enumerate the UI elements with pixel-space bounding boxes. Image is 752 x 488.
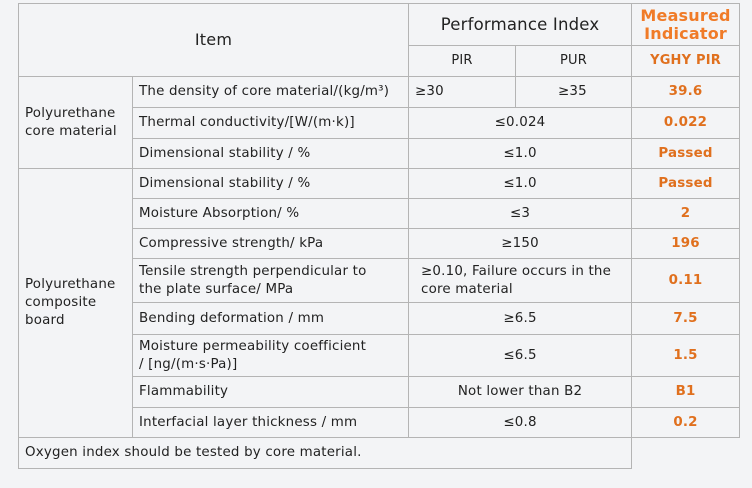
table-row: Moisture permeability coefficient / [ng/… — [19, 334, 741, 377]
group-label-line: core material — [25, 123, 117, 139]
index-line: core material — [421, 281, 513, 297]
measured-value: 0.022 — [631, 107, 741, 139]
property-cell: Flammability — [131, 376, 410, 408]
measured-value: 2 — [631, 198, 741, 229]
footnote-blank — [632, 438, 740, 469]
index-value: ≤1.0 — [408, 168, 633, 199]
measured-value: B1 — [631, 376, 741, 408]
group-label-line: Polyurethane — [25, 105, 116, 121]
measured-value: 0.11 — [631, 258, 741, 303]
index-value: ≤3 — [408, 198, 633, 229]
measured-value: 0.2 — [631, 407, 741, 438]
index-value: ≤6.5 — [408, 334, 633, 377]
table-row: Moisture Absorption/ % ≤3 2 — [19, 198, 741, 229]
index-value: ≥150 — [408, 228, 633, 259]
measured-value: 39.6 — [631, 76, 741, 108]
property-cell: Dimensional stability / % — [131, 168, 410, 199]
property-cell: Thermal conductivity/[W/(m·k)] — [131, 107, 410, 139]
pir-value: ≥30 — [408, 76, 517, 108]
index-value: ≤0.024 — [408, 107, 633, 139]
index-value: ≤1.0 — [408, 138, 633, 169]
property-cell: Interfacial layer thickness / mm — [131, 407, 410, 438]
measured-value: 196 — [631, 228, 741, 259]
performance-table: Item Performance Index Measured Indicato… — [17, 3, 741, 469]
table-row: Polyurethane core material The density o… — [18, 76, 741, 169]
property-cell: Tensile strength perpendicular to the pl… — [131, 258, 410, 303]
property-cell: The density of core material/(kg/m³) — [131, 76, 410, 108]
subheader-row: PIR PUR YGHY PIR — [19, 45, 741, 77]
measured-value: 7.5 — [631, 302, 741, 335]
measured-value: 1.5 — [631, 334, 741, 377]
property-cell: Dimensional stability / % — [131, 138, 410, 169]
group-label-line: composite — [25, 295, 97, 310]
performance-index-header: Performance Index — [408, 3, 633, 46]
property-cell: Bending deformation / mm — [131, 302, 410, 335]
measured-indicator-line2: Indicator — [644, 23, 727, 43]
property-cell: Compressive strength/ kPa — [131, 228, 410, 259]
pir-header: PIR — [408, 45, 517, 77]
property-cell: Moisture permeability coefficient / [ng/… — [131, 334, 410, 377]
group-label-line: board — [25, 313, 65, 328]
property-cell: Moisture Absorption/ % — [131, 198, 410, 229]
measured-indicator-header: Measured Indicator — [631, 3, 741, 46]
group-label-composite-board: Polyurethane composite board — [18, 168, 133, 438]
measured-value: Passed — [631, 168, 741, 199]
property-line: the plate surface/ MPa — [139, 281, 294, 297]
footnote: Oxygen index should be tested by core ma… — [17, 437, 633, 469]
table-row: Bending deformation / mm ≥6.5 7.5 — [19, 302, 741, 335]
header-row: Item Performance Index Measured Indicato… — [17, 3, 741, 77]
pur-header: PUR — [515, 45, 633, 77]
item-header: Item — [17, 3, 410, 77]
measured-indicator-line1: Measured — [640, 5, 731, 25]
table-row: Polyurethane composite board Dimensional… — [18, 168, 741, 438]
index-value: ≤0.8 — [408, 407, 633, 438]
yghy-pir-header: YGHY PIR — [631, 45, 741, 77]
index-line: ≥0.10, Failure occurs in the — [421, 263, 612, 279]
property-line: Moisture permeability coefficient — [139, 338, 367, 354]
group-label-line: Polyurethane — [25, 277, 116, 292]
group-label-core-material: Polyurethane core material — [18, 76, 133, 169]
table-row: Thermal conductivity/[W/(m·k)] ≤0.024 0.… — [19, 107, 741, 139]
table-row: Interfacial layer thickness / mm ≤0.8 0.… — [19, 407, 741, 438]
property-line: / [ng/(m·s·Pa)] — [139, 356, 238, 372]
property-line: Tensile strength perpendicular to — [139, 263, 367, 279]
table-row: Tensile strength perpendicular to the pl… — [19, 258, 741, 303]
pur-value: ≥35 — [515, 76, 633, 108]
index-value: ≥0.10, Failure occurs in the core materi… — [408, 258, 633, 303]
index-value: Not lower than B2 — [408, 376, 633, 408]
footnote-row: Oxygen index should be tested by core ma… — [17, 437, 740, 469]
table-row: Dimensional stability / % ≤1.0 Passed — [19, 138, 741, 169]
measured-value: Passed — [631, 138, 741, 169]
index-value: ≥6.5 — [408, 302, 633, 335]
